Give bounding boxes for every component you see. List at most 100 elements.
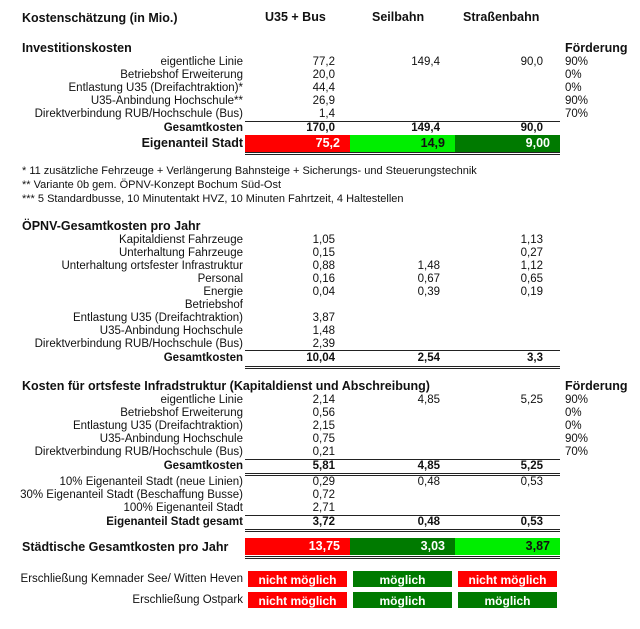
status-cell-1: möglich [352,591,453,609]
value-strassenbahn: 3,3 [527,352,543,364]
value-strassenbahn: 0,27 [520,247,543,259]
value-seilbahn: 2,54 [417,352,440,364]
section-heading: Investitionskosten [22,41,132,55]
value-seilbahn: 4,85 [417,460,440,472]
value-seilbahn: 0,39 [417,286,440,298]
foerderung-value: 70% [565,446,589,458]
value-seilbahn: 149,4 [411,122,440,134]
row-label: eigentliche Linie [160,56,243,68]
value-u35-bus: 0,29 [312,476,335,488]
row-label: Gesamtkosten [163,460,243,472]
value-seilbahn: 0,48 [417,516,440,528]
value-u35-bus: 0,75 [312,433,335,445]
value-strassenbahn: 5,25 [520,394,543,406]
footnote: ** Variante 0b gem. ÖPNV-Konzept Bochum … [22,179,282,191]
row-label: 100% Eigenanteil Stadt [123,502,243,514]
highlight-cell-0: 13,75 [245,538,350,555]
value-u35-bus: 5,81 [312,460,335,472]
value-strassenbahn: 1,13 [520,234,543,246]
double-rule [245,529,560,532]
row-label: Direktverbindung RUB/Hochschule (Bus) [34,446,243,458]
column-header: Straßenbahn [463,10,540,24]
value-strassenbahn: 90,0 [520,122,543,134]
row-label: Eigenanteil Stadt gesamt [106,516,243,528]
value-seilbahn: 0,67 [417,273,440,285]
row-label: U35-Anbindung Hochschule [99,433,243,445]
value-strassenbahn: 0,53 [520,476,543,488]
row-label: Entlastung U35 (Dreifachtraktion)* [68,82,244,94]
value-seilbahn: 4,85 [417,394,440,406]
foerderung-value: 0% [565,407,582,419]
value-u35-bus: 44,4 [312,82,335,94]
value-u35-bus: 0,56 [312,407,335,419]
foerderung-value: 0% [565,69,582,81]
double-rule [245,556,560,559]
double-rule [245,473,560,476]
highlight-cell-2: 9,00 [455,135,560,152]
foerderung-value: 0% [565,420,582,432]
row-label: U35-Anbindung Hochschule [99,325,243,337]
foerderung-value: 90% [565,95,589,107]
double-rule [245,366,560,369]
highlight-cell-0: 75,2 [245,135,350,152]
value-u35-bus: 0,16 [312,273,335,285]
eigenanteil-label: Eigenanteil Stadt [141,136,243,150]
section-heading: ÖPNV-Gesamtkosten pro Jahr [22,219,201,233]
double-rule [245,152,560,155]
status-cell-0: nicht möglich [247,591,348,609]
foerderung-value: 0% [565,82,582,94]
row-label: Direktverbindung RUB/Hochschule (Bus) [34,338,243,350]
foerderung-value: 90% [565,433,589,445]
erschliessung-label: Erschließung Ostpark [132,594,243,606]
row-label: Entlastung U35 (Dreifachtraktion) [72,312,243,324]
value-strassenbahn: 5,25 [520,460,543,472]
value-u35-bus: 77,2 [312,56,335,68]
column-header: U35 + Bus [265,10,326,24]
row-label: Energie [203,286,243,298]
status-cell-1: möglich [352,570,453,588]
value-u35-bus: 2,14 [312,394,335,406]
value-u35-bus: 2,15 [312,420,335,432]
status-cell-2: nicht möglich [457,570,558,588]
value-strassenbahn: 1,12 [520,260,543,272]
row-label: Betriebshof Erweiterung [120,69,243,81]
value-u35-bus: 1,4 [319,108,335,120]
value-u35-bus: 1,05 [312,234,335,246]
value-seilbahn: 1,48 [417,260,440,272]
row-label: Unterhaltung ortsfester Infrastruktur [61,260,243,272]
value-u35-bus: 0,21 [312,446,335,458]
highlight-cell-1: 14,9 [350,135,455,152]
value-u35-bus: 0,88 [312,260,335,272]
footnote: * 11 zusätzliche Fehrzeuge + Verlängerun… [22,165,477,177]
value-u35-bus: 26,9 [312,95,335,107]
value-seilbahn: 0,48 [417,476,440,488]
staedtisch-label: Städtische Gesamtkosten pro Jahr [22,540,229,554]
erschliessung-label: Erschließung Kemnader See/ Witten Heven [20,573,243,585]
value-strassenbahn: 0,53 [520,516,543,528]
row-label: Entlastung U35 (Dreifachtraktion) [72,420,243,432]
status-cell-0: nicht möglich [247,570,348,588]
value-u35-bus: 20,0 [312,69,335,81]
value-strassenbahn: 90,0 [520,56,543,68]
value-u35-bus: 2,39 [312,338,335,350]
value-strassenbahn: 0,19 [520,286,543,298]
value-u35-bus: 3,72 [312,516,335,528]
value-u35-bus: 170,0 [306,122,335,134]
row-label: Betriebshof Erweiterung [120,407,243,419]
value-u35-bus: 2,71 [312,502,335,514]
row-label: Gesamtkosten [163,122,243,134]
row-label: U35-Anbindung Hochschule** [90,95,243,107]
value-u35-bus: 3,87 [312,312,335,324]
highlight-cell-1: 3,03 [350,538,455,555]
row-label: Gesamtkosten [163,352,243,364]
footnote: *** 5 Standardbusse, 10 Minutentakt HVZ,… [22,193,404,205]
value-u35-bus: 1,48 [312,325,335,337]
row-label: Unterhaltung Fahrzeuge [118,247,243,259]
foerderung-header: Förderung [565,41,628,55]
rule [245,515,560,516]
foerderung-header: Förderung [565,379,628,393]
sheet-title: Kostenschätzung (in Mio.) [22,11,178,25]
value-seilbahn: 149,4 [411,56,440,68]
row-label: Personal [197,273,243,285]
